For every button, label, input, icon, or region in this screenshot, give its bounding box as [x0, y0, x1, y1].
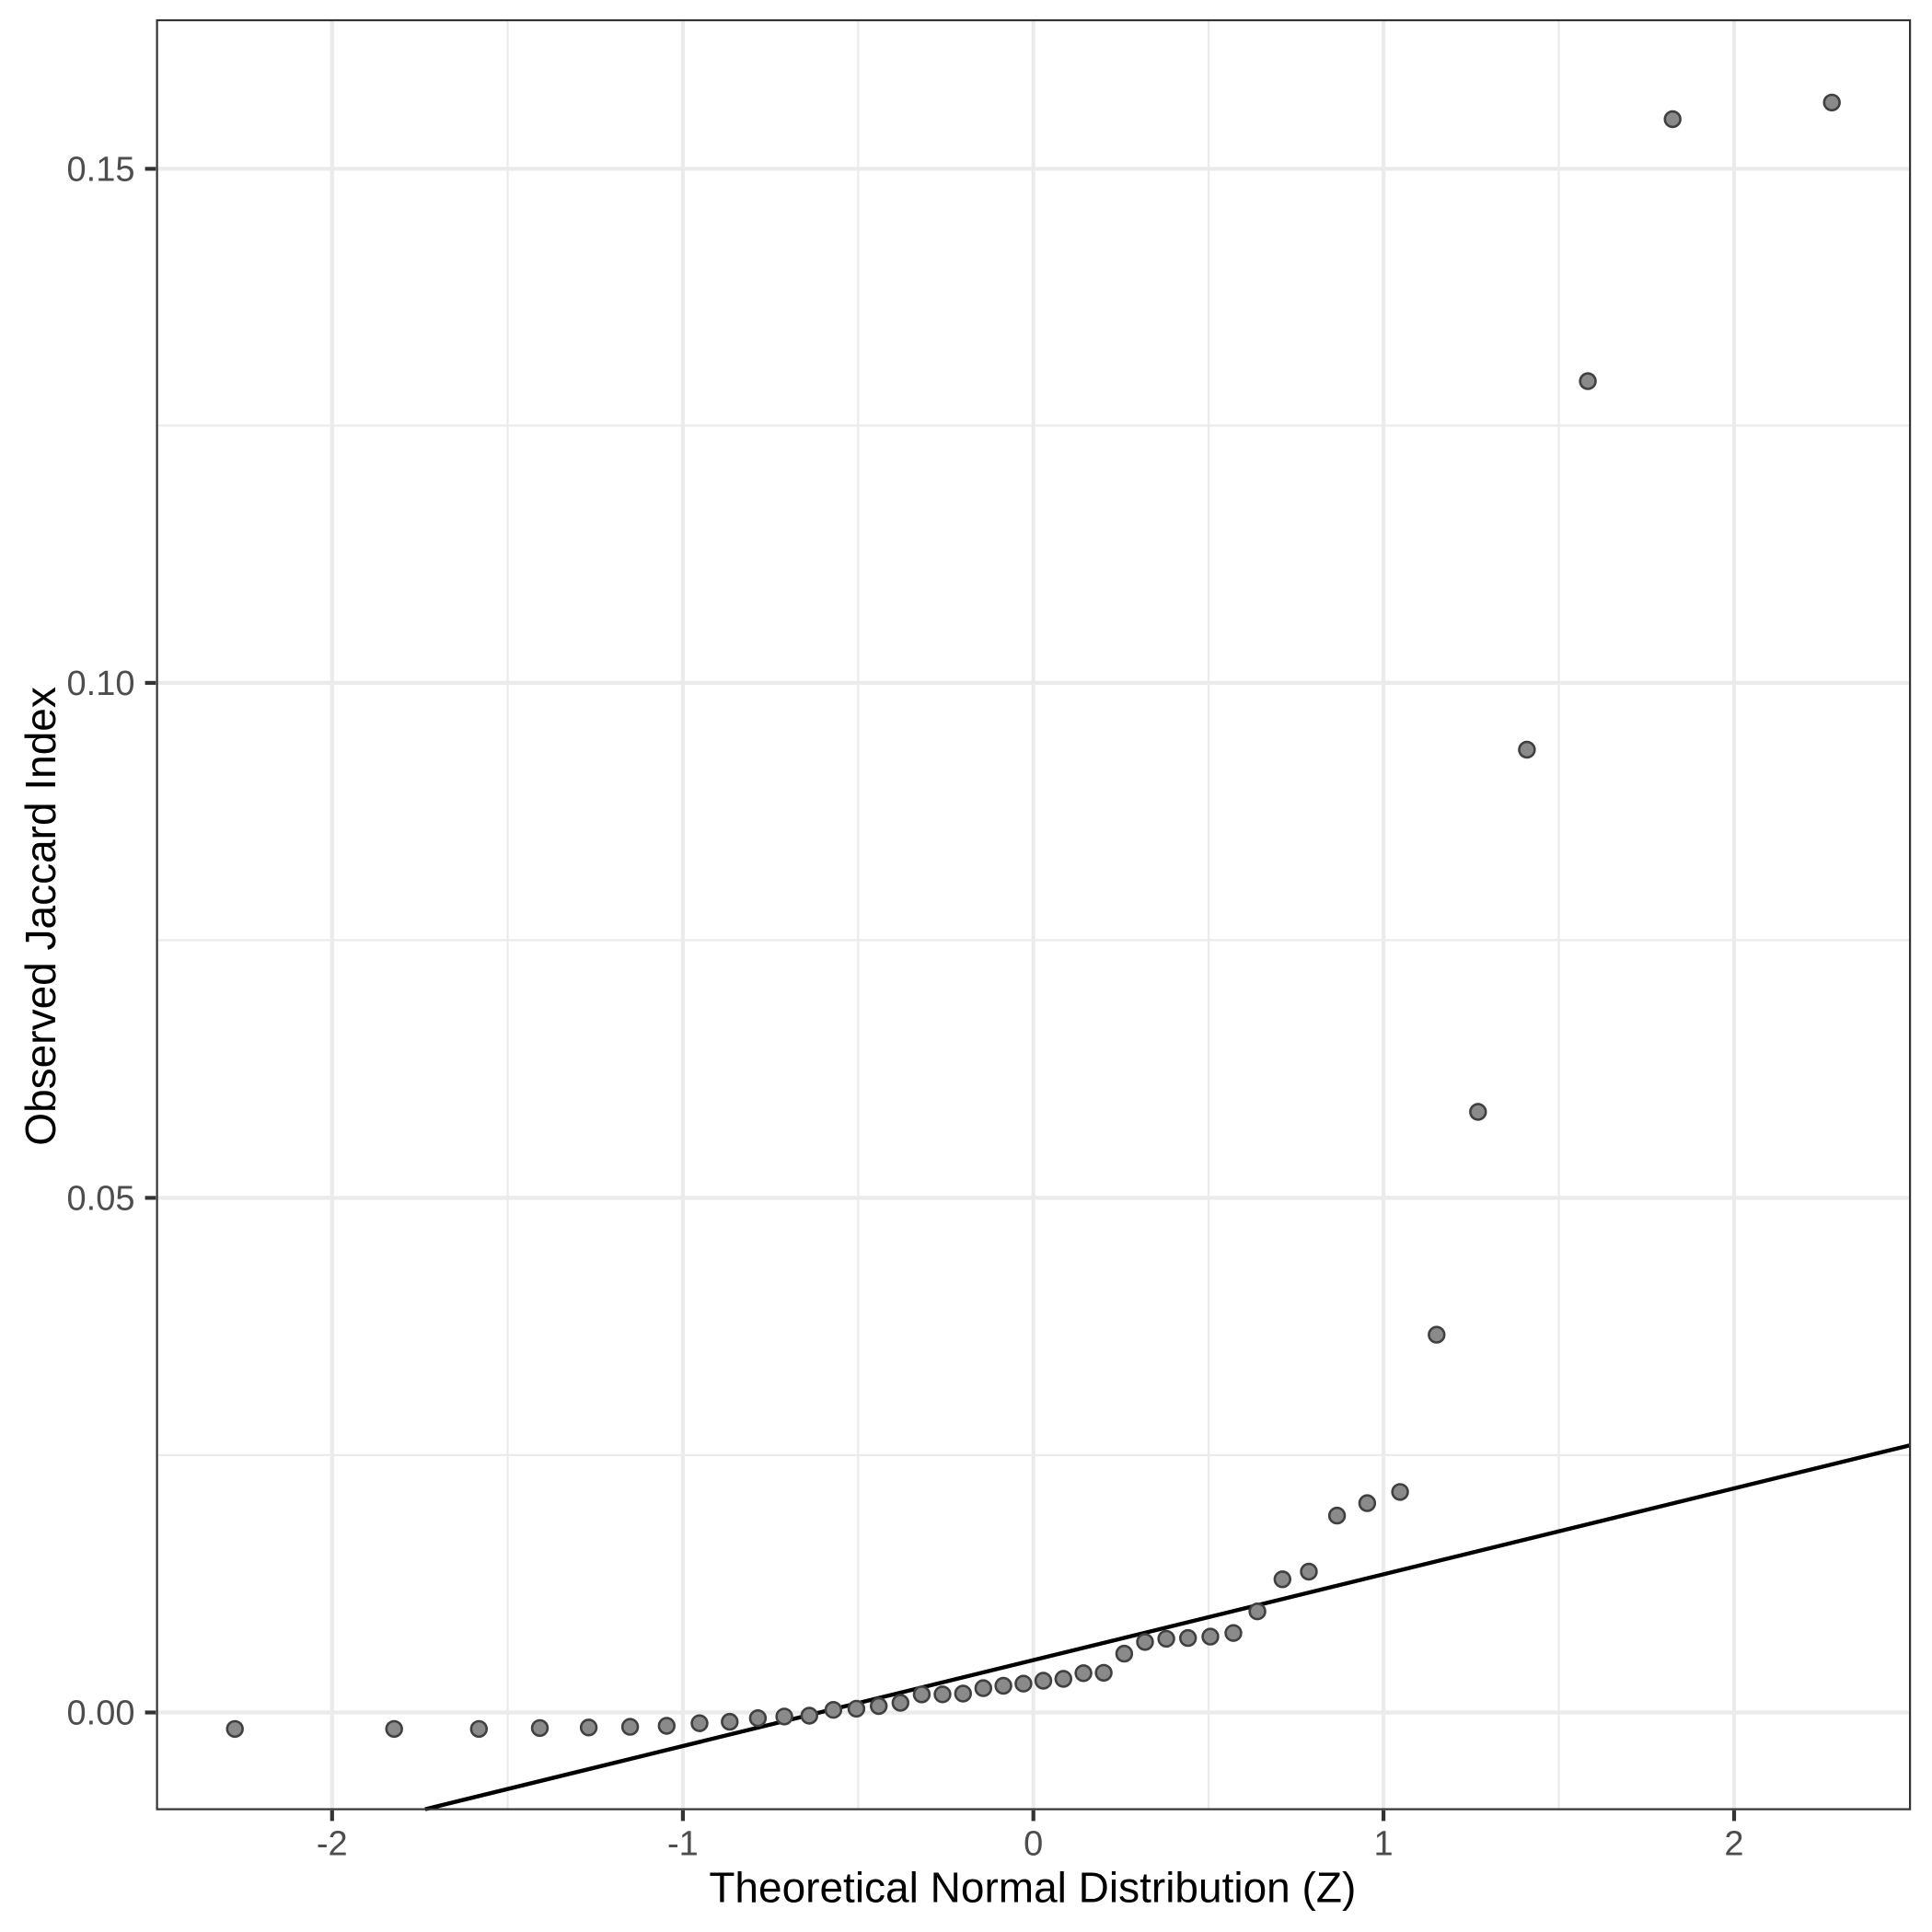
svg-text:-2: -2: [317, 1824, 348, 1863]
svg-text:2: 2: [1724, 1824, 1743, 1863]
svg-text:1: 1: [1374, 1824, 1394, 1863]
svg-text:0.05: 0.05: [67, 1180, 135, 1219]
svg-text:0: 0: [1024, 1824, 1043, 1863]
svg-text:0.00: 0.00: [67, 1695, 135, 1733]
svg-text:Observed Jaccard Index: Observed Jaccard Index: [17, 687, 64, 1146]
svg-text:-1: -1: [667, 1824, 699, 1863]
svg-text:0.10: 0.10: [67, 665, 135, 703]
svg-text:Theoretical Normal Distributio: Theoretical Normal Distribution (Z): [709, 1864, 1356, 1912]
svg-text:0.15: 0.15: [67, 151, 135, 190]
